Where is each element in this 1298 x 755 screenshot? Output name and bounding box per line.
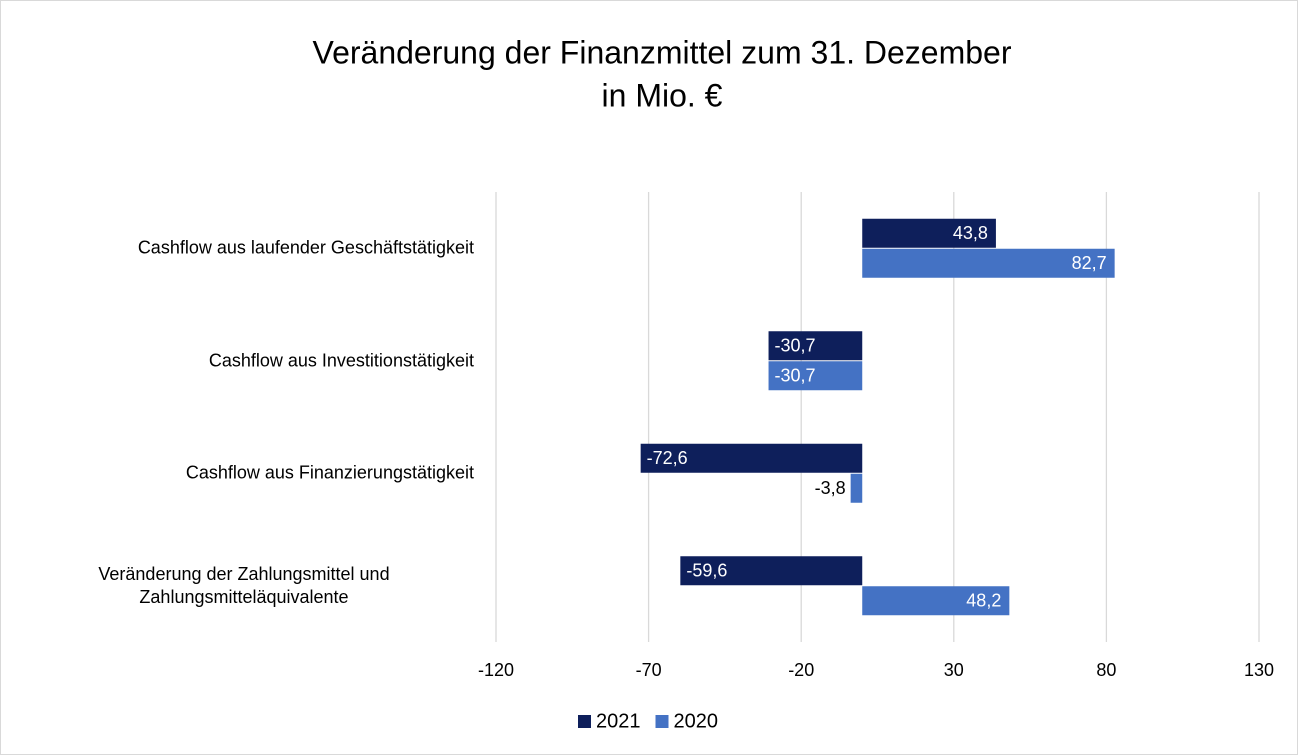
x-tick-label: 130	[1244, 660, 1274, 680]
category-label-box: Cashflow aus laufender Geschäftstätigkei…	[4, 237, 474, 260]
category-label: Veränderung der Zahlungsmittel und Zahlu…	[98, 563, 390, 607]
category-label-box: Cashflow aus Investitionstätigkeit	[4, 349, 474, 372]
bar	[862, 248, 1115, 278]
legend-label: 2020	[674, 710, 719, 732]
bar	[768, 331, 863, 361]
x-tick-label: 30	[944, 660, 964, 680]
data-label: 48,2	[966, 591, 1001, 611]
bar	[768, 361, 863, 391]
chart-title: in Mio. €	[602, 77, 723, 113]
legend-label: 2021	[596, 710, 641, 732]
category-label: Cashflow aus laufender Geschäftstätigkei…	[137, 237, 474, 258]
x-tick-label: -120	[478, 660, 514, 680]
chart-title: Veränderung der Finanzmittel zum 31. Dez…	[312, 34, 1011, 70]
data-label: 43,8	[953, 223, 988, 243]
bar	[640, 443, 863, 473]
data-label: -30,7	[775, 336, 816, 356]
x-tick-label: -70	[636, 660, 662, 680]
category-label-box: Veränderung der Zahlungsmittel und Zahlu…	[4, 563, 474, 609]
bar	[680, 556, 863, 586]
category-label: Cashflow aus Investitionstätigkeit	[208, 350, 474, 371]
legend-swatch	[655, 715, 669, 728]
data-label: -3,8	[815, 478, 846, 498]
data-label: -30,7	[775, 366, 816, 386]
bar	[850, 473, 863, 503]
legend-swatch	[578, 715, 591, 728]
bar	[862, 586, 1010, 616]
category-label-box: Cashflow aus Finanzierungstätigkeit	[4, 462, 474, 485]
x-tick-label: -20	[788, 660, 814, 680]
x-tick-label: 80	[1096, 660, 1116, 680]
data-label: -72,6	[647, 448, 688, 468]
data-label: 82,7	[1072, 253, 1107, 273]
data-label: -59,6	[686, 561, 727, 581]
category-label: Cashflow aus Finanzierungstätigkeit	[185, 462, 474, 483]
bar	[862, 218, 996, 248]
